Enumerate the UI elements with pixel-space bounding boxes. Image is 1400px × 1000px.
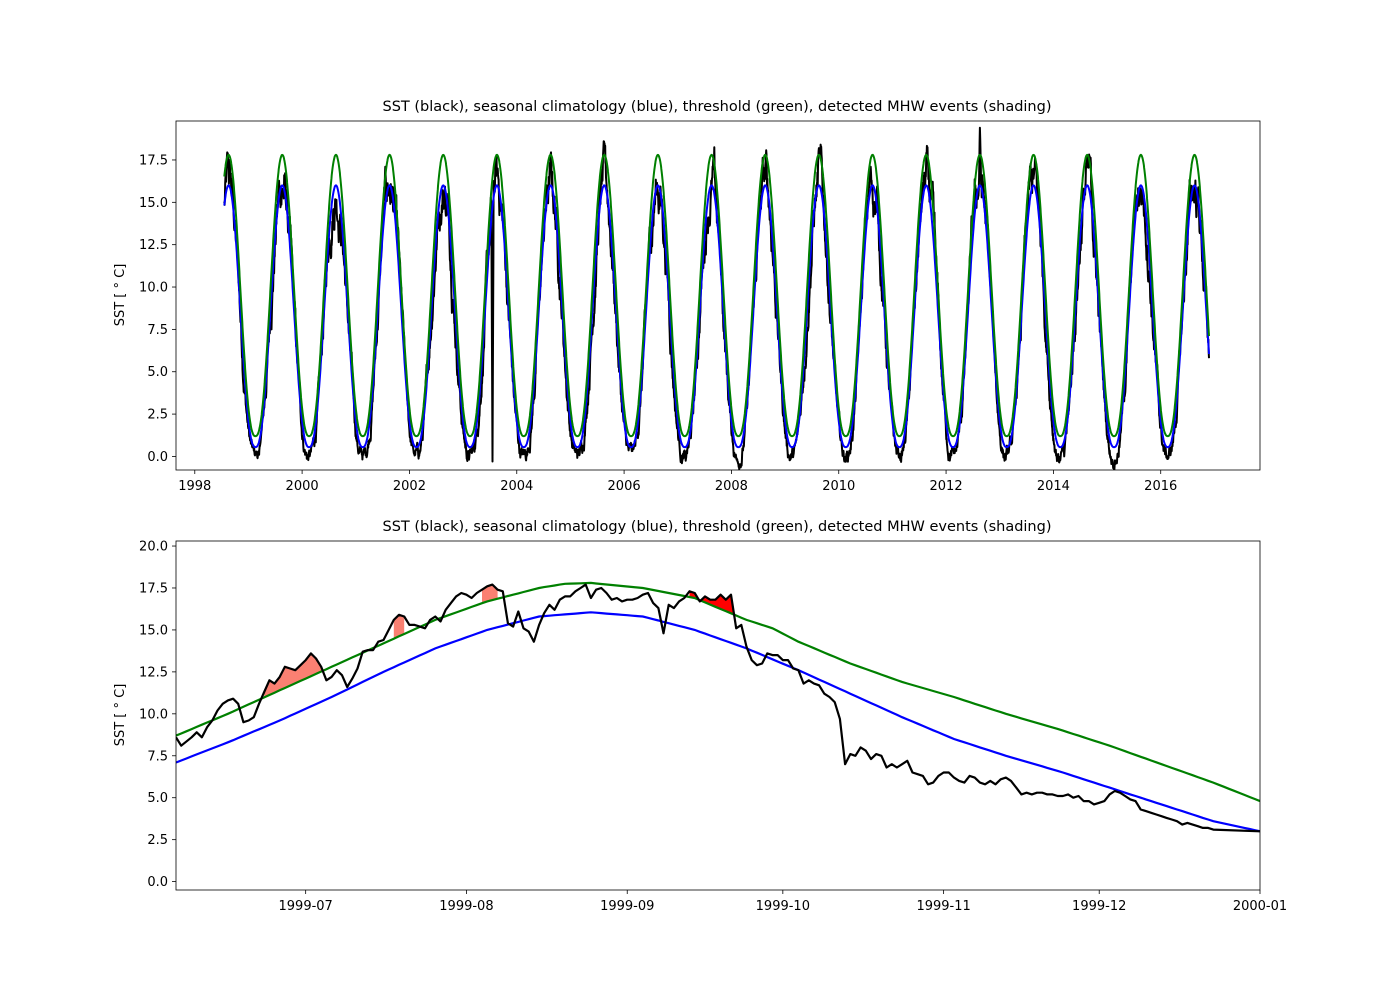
panel-1-xtick-label: 2016 (1144, 479, 1177, 494)
panel-1-xtick-label: 2000 (286, 479, 319, 494)
panel-1999-detail: SST (black), seasonal climatology (blue)… (113, 519, 1287, 914)
panel-1-ytick-label: 17.5 (139, 153, 168, 168)
panel-1-frame (175, 120, 1261, 471)
panel-2-xtick-label: 1999-07 (279, 899, 333, 914)
panel-2-mhw-event-1 (264, 653, 322, 698)
panel-1-xtick-label: 1998 (178, 479, 211, 494)
panel-1-xtick-label: 2006 (608, 479, 641, 494)
panel-2-ytick-label: 12.5 (139, 665, 168, 680)
panel-2-xtick-label: 2000-01 (1233, 899, 1287, 914)
panel-2-ytick-label: 10.0 (139, 707, 168, 722)
panel-1-threshold-line (223, 153, 1210, 438)
panel-2-ytick-label: 5.0 (147, 791, 168, 806)
panel-2-xtick-label: 1999-10 (756, 899, 810, 914)
panel-2-xtick-label: 1999-08 (439, 899, 493, 914)
panel-1-ytick-label: 12.5 (139, 238, 168, 253)
panel-1-ytick-label: 2.5 (147, 408, 168, 423)
panel-2-mhw-event-2 (393, 614, 405, 639)
panel-2-sst-line (176, 583, 1260, 833)
panel-1-ytick-label: 5.0 (147, 365, 168, 380)
panel-1-xtick-label: 2004 (500, 479, 533, 494)
panel-1-title: SST (black), seasonal climatology (blue)… (383, 99, 1052, 115)
panel-1-ytick-label: 10.0 (139, 281, 168, 296)
panel-2-xtick-label: 1999-09 (600, 899, 654, 914)
panel-1-plot-area (223, 126, 1210, 470)
panel-2-mhw-event-3 (482, 584, 498, 604)
panel-2-ytick-label: 17.5 (139, 581, 168, 596)
panel-2-xtick-label: 1999-11 (916, 899, 970, 914)
panel-1-ytick-label: 7.5 (147, 323, 168, 338)
panel-1-ytick-label: 15.0 (139, 196, 168, 211)
panel-2-threshold-line (176, 581, 1260, 803)
panel-2-xtick-label: 1999-12 (1072, 899, 1126, 914)
panel-2-title: SST (black), seasonal climatology (blue)… (383, 519, 1052, 535)
panel-full-timeseries: SST (black), seasonal climatology (blue)… (113, 99, 1261, 494)
panel-2-ytick-label: 2.5 (147, 833, 168, 848)
panel-2-ytick-label: 15.0 (139, 623, 168, 638)
panel-1-xtick-label: 2010 (822, 479, 855, 494)
panel-1-xtick-label: 2002 (393, 479, 426, 494)
panel-1-xtick-label: 2008 (715, 479, 748, 494)
panel-2-ytick-label: 7.5 (147, 749, 168, 764)
panel-1-xtick-label: 2012 (930, 479, 963, 494)
panel-1-ylabel: SST [ ° C] (113, 264, 128, 327)
panel-1-ytick-label: 0.0 (147, 450, 168, 465)
panel-1-climatology-line (223, 184, 1210, 449)
panel-2-ytick-label: 20.0 (139, 540, 168, 555)
panel-2-frame (175, 540, 1261, 891)
panel-1-xtick-label: 2014 (1037, 479, 1070, 494)
panel-2-ylabel: SST [ ° C] (113, 684, 128, 747)
panel-2-ytick-label: 0.0 (147, 875, 168, 890)
panel-2-plot-area (176, 581, 1260, 833)
panel-2-climatology-line (176, 611, 1260, 833)
